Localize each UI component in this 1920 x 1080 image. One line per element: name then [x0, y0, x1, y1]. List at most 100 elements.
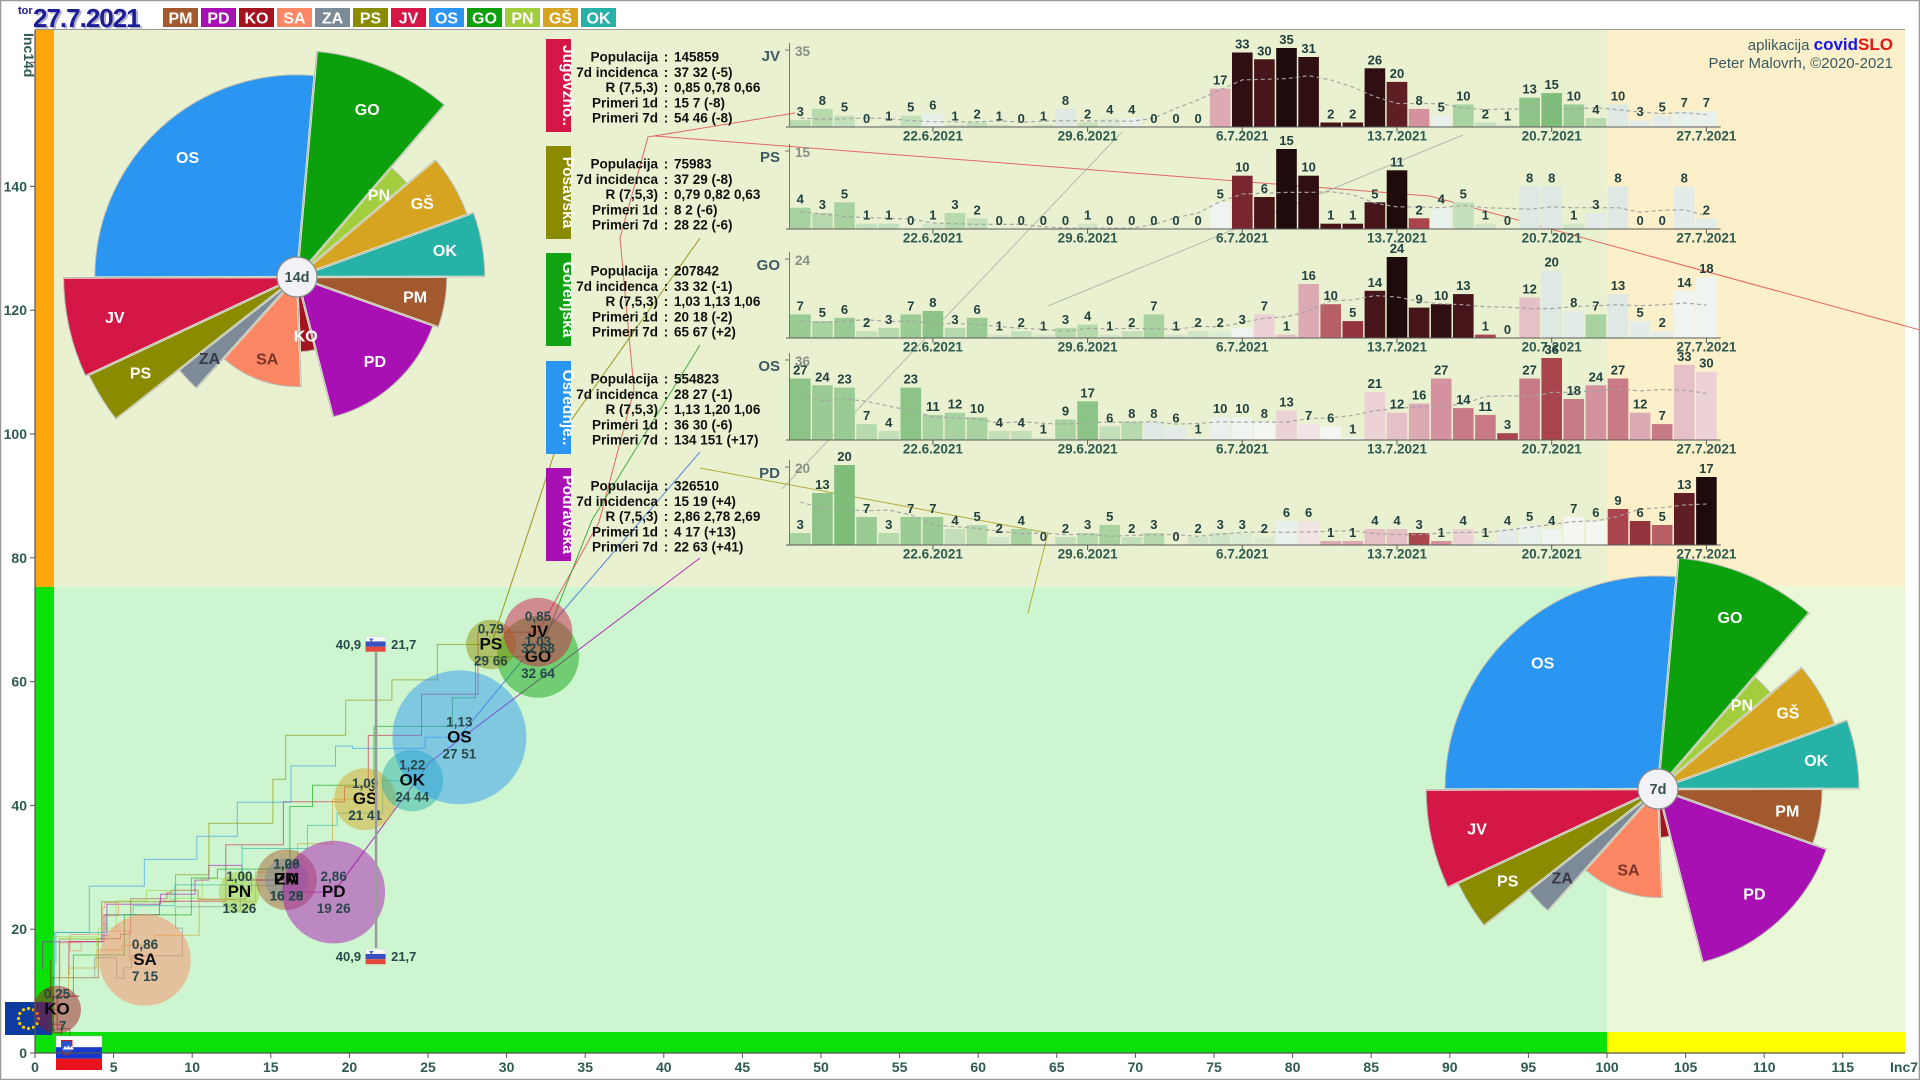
- svg-text:PM: PM: [169, 11, 193, 28]
- svg-text:15: 15: [1279, 133, 1293, 148]
- svg-text:10: 10: [184, 1059, 200, 1075]
- svg-text:GŠ: GŠ: [353, 789, 378, 808]
- svg-text:27.7.2021: 27.7.2021: [33, 3, 140, 33]
- svg-text:0,85: 0,85: [525, 609, 552, 624]
- svg-text:20.7.2021: 20.7.2021: [1522, 340, 1583, 355]
- svg-text:28 22 (-6): 28 22 (-6): [674, 218, 733, 233]
- svg-text:18: 18: [1699, 261, 1713, 276]
- svg-text:Primeri 1d: Primeri 1d: [592, 95, 658, 110]
- svg-text:5: 5: [819, 305, 826, 320]
- svg-text:GO: GO: [355, 102, 380, 119]
- svg-text:0: 0: [1504, 213, 1511, 228]
- svg-text:13 26: 13 26: [223, 901, 257, 916]
- svg-text:29.6.2021: 29.6.2021: [1058, 442, 1119, 457]
- svg-text:OK: OK: [1804, 753, 1828, 770]
- svg-text:15 19 (+4): 15 19 (+4): [674, 494, 736, 509]
- svg-text:4: 4: [951, 513, 959, 528]
- svg-text:40,9: 40,9: [336, 637, 361, 652]
- svg-text:21: 21: [1368, 376, 1382, 391]
- svg-text:4: 4: [1592, 102, 1600, 117]
- svg-text:4: 4: [1106, 102, 1114, 117]
- svg-text:0,79: 0,79: [478, 622, 504, 637]
- svg-text:PS: PS: [130, 366, 152, 383]
- svg-text:4: 4: [1504, 513, 1512, 528]
- svg-text:10: 10: [1323, 288, 1337, 303]
- svg-text:5: 5: [1659, 100, 1666, 115]
- svg-text:37 32 (-5): 37 32 (-5): [674, 65, 733, 80]
- svg-text:Primeri 1d: Primeri 1d: [592, 309, 658, 324]
- svg-text:20: 20: [1544, 255, 1558, 270]
- svg-text:Populacija: Populacija: [590, 372, 658, 387]
- svg-text:60: 60: [970, 1059, 986, 1075]
- svg-text:0: 0: [31, 1059, 39, 1075]
- svg-text:1: 1: [1570, 208, 1577, 223]
- svg-text:ZA: ZA: [275, 870, 298, 889]
- svg-text:3: 3: [1062, 312, 1069, 327]
- svg-text::: :: [664, 187, 669, 202]
- svg-text:22.6.2021: 22.6.2021: [903, 442, 964, 457]
- svg-text:29 66: 29 66: [474, 654, 508, 669]
- svg-text:2: 2: [1349, 107, 1356, 122]
- svg-text:28 27 (-1): 28 27 (-1): [674, 387, 733, 402]
- svg-text:6: 6: [1592, 505, 1599, 520]
- svg-text:40: 40: [656, 1059, 672, 1075]
- svg-text:6: 6: [1283, 505, 1290, 520]
- svg-text:13.7.2021: 13.7.2021: [1367, 231, 1428, 246]
- svg-text:1: 1: [863, 208, 870, 223]
- svg-text:2: 2: [973, 107, 980, 122]
- svg-text:54 46 (-8): 54 46 (-8): [674, 111, 733, 126]
- svg-text:95: 95: [1521, 1059, 1537, 1075]
- svg-text:207842: 207842: [674, 264, 719, 279]
- svg-text:7d incidenca: 7d incidenca: [576, 387, 658, 402]
- svg-text:17: 17: [1699, 461, 1713, 476]
- svg-text:0: 0: [1128, 213, 1135, 228]
- svg-text:3: 3: [885, 312, 892, 327]
- svg-text:1: 1: [1327, 525, 1334, 540]
- svg-text:Primeri 1d: Primeri 1d: [592, 524, 658, 539]
- svg-text:1: 1: [1040, 109, 1047, 124]
- svg-text:0: 0: [1040, 529, 1047, 544]
- svg-text:17: 17: [1080, 385, 1094, 400]
- svg-text:140: 140: [4, 178, 28, 194]
- svg-text:GŠ: GŠ: [549, 9, 572, 28]
- svg-text:0,86: 0,86: [132, 937, 159, 952]
- svg-text:60: 60: [11, 674, 27, 690]
- svg-text:1: 1: [1194, 422, 1201, 437]
- svg-text:2: 2: [1415, 202, 1422, 217]
- svg-text:3: 3: [1504, 417, 1511, 432]
- svg-text::: :: [664, 509, 669, 524]
- svg-text:25: 25: [420, 1059, 436, 1075]
- svg-text:3: 3: [1592, 197, 1599, 212]
- svg-text:18: 18: [1567, 383, 1581, 398]
- svg-text:2: 2: [1327, 107, 1334, 122]
- svg-text:Populacija: Populacija: [590, 157, 658, 172]
- svg-text:5: 5: [841, 100, 848, 115]
- svg-text:145859: 145859: [674, 50, 719, 65]
- svg-text:7 15: 7 15: [132, 969, 159, 984]
- svg-text:OK: OK: [400, 771, 426, 790]
- svg-text:10: 10: [1235, 401, 1249, 416]
- svg-text:32 64: 32 64: [521, 666, 555, 681]
- svg-text:3: 3: [951, 197, 958, 212]
- svg-text:Primeri 7d: Primeri 7d: [592, 540, 658, 555]
- svg-text:2: 2: [1659, 315, 1666, 330]
- svg-text:7d incidenca: 7d incidenca: [576, 172, 658, 187]
- svg-text:Populacija: Populacija: [590, 50, 658, 65]
- svg-text:GO: GO: [525, 647, 551, 666]
- svg-text:PN: PN: [511, 11, 533, 28]
- svg-text:0: 0: [1172, 529, 1179, 544]
- svg-text:27.7.2021: 27.7.2021: [1676, 547, 1737, 562]
- svg-text:6: 6: [973, 302, 980, 317]
- svg-text:110: 110: [1753, 1059, 1776, 1075]
- svg-text:7: 7: [1681, 95, 1688, 110]
- svg-text:4: 4: [1460, 513, 1468, 528]
- svg-text:JV: JV: [399, 11, 419, 28]
- svg-text:12: 12: [1522, 282, 1536, 297]
- svg-text:22.6.2021: 22.6.2021: [903, 129, 964, 144]
- svg-text:8: 8: [1128, 406, 1135, 421]
- svg-text:11: 11: [1390, 154, 1404, 169]
- svg-text:Peter Malovrh, ©2020-2021: Peter Malovrh, ©2020-2021: [1709, 55, 1894, 72]
- svg-text:GO: GO: [1718, 610, 1743, 627]
- svg-text:8: 8: [1062, 93, 1069, 108]
- svg-text:10: 10: [1213, 401, 1227, 416]
